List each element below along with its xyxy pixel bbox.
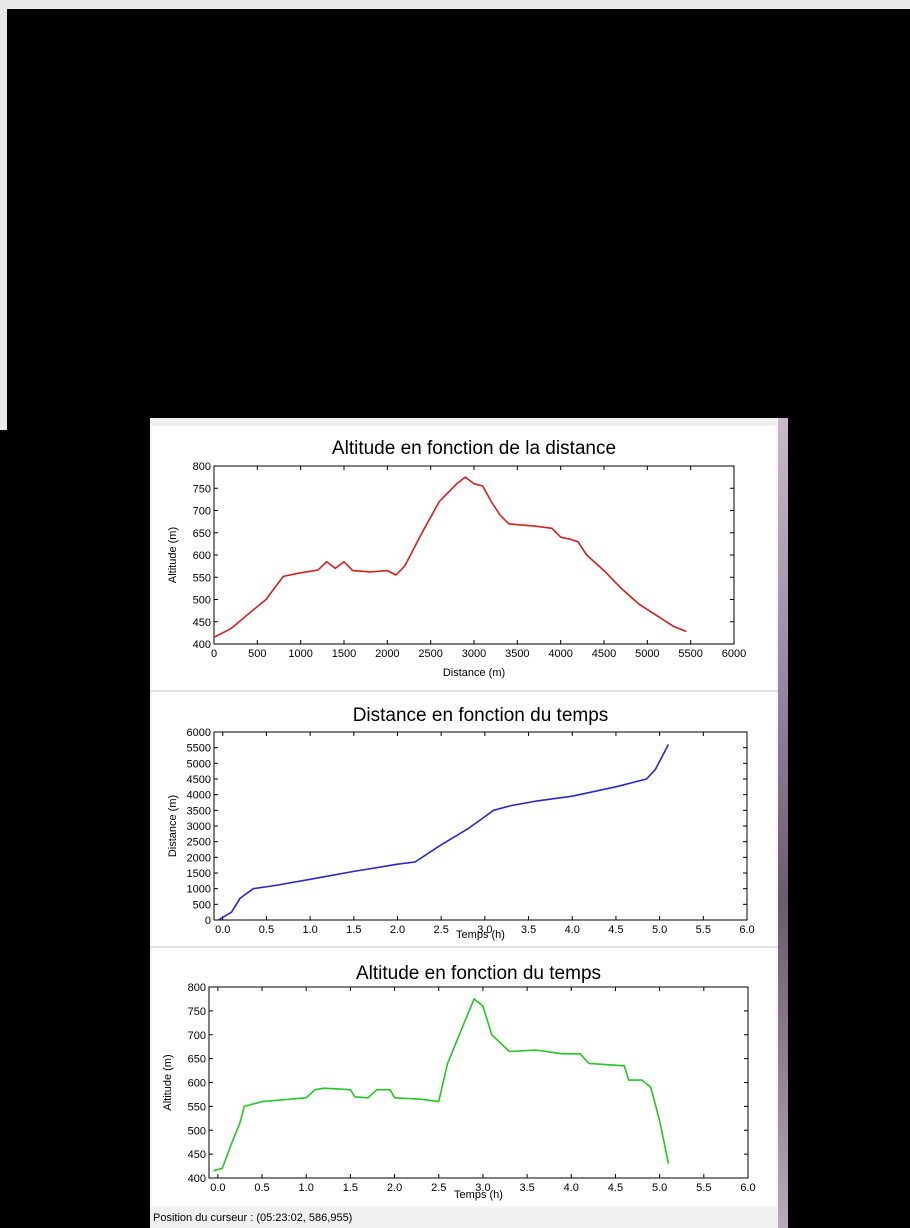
y-tick-label: 400	[193, 639, 211, 651]
x-tick-label: 2.0	[390, 924, 405, 936]
x-tick-label: 6.0	[740, 1182, 755, 1194]
y-tick-label: 3000	[187, 821, 211, 833]
x-tick-label: 5500	[678, 648, 702, 660]
x-tick-label: 1.0	[299, 1182, 314, 1194]
y-tick-label: 750	[188, 1006, 206, 1018]
y-tick-label: 800	[188, 982, 206, 994]
x-tick-label: 1500	[332, 648, 356, 660]
x-tick-label: 2.0	[387, 1182, 402, 1194]
x-tick-label: 0.5	[259, 924, 274, 936]
y-axis-label: Altitude (m)	[162, 1054, 174, 1110]
plot-frame	[213, 465, 735, 645]
x-tick-label: 5.5	[696, 1182, 711, 1194]
left-edge	[0, 0, 7, 430]
y-tick-label: 2500	[187, 837, 211, 849]
x-tick-label: 5.0	[652, 1182, 667, 1194]
y-tick-label: 550	[188, 1101, 206, 1113]
chart-title: Altitude en fonction du temps	[356, 963, 601, 984]
x-tick-label: 0.0	[210, 1182, 225, 1194]
x-tick-label: 4000	[548, 648, 572, 660]
x-tick-label: 5.5	[696, 924, 711, 936]
y-tick-label: 3500	[187, 805, 211, 817]
y-tick-label: 1000	[187, 884, 211, 896]
chart-panel-altitude-time: Altitude en fonction du temps 0.0 0.5 1.0 1.…	[152, 948, 776, 1206]
x-tick-label: 3.5	[521, 924, 536, 936]
x-tick-label: 4.0	[564, 1182, 579, 1194]
x-tick-label: 3.0	[475, 1182, 490, 1194]
x-tick-label: 6000	[722, 648, 746, 660]
x-tick-label: 3.5	[519, 1182, 534, 1194]
panel-divider	[150, 946, 778, 948]
x-tick-label: 1.0	[302, 924, 317, 936]
x-tick-label: 0.0	[215, 924, 230, 936]
y-tick-label: 4500	[187, 774, 211, 786]
x-tick-label: 4.5	[608, 924, 623, 936]
series-line	[213, 476, 687, 639]
x-tick-label: 2000	[375, 648, 399, 660]
chart-panel-altitude-distance: Altitude en fonction de la distance 0 500 1…	[152, 426, 776, 690]
y-axis-label: Distance (m)	[167, 795, 179, 857]
y-tick-label: 400	[188, 1173, 206, 1185]
background-map-edge	[778, 418, 788, 1228]
series-line	[217, 744, 670, 921]
status-bar-cursor-position: Position du curseur : (05:23:02, 586,955…	[150, 1208, 778, 1228]
x-tick-label: 4.5	[608, 1182, 623, 1194]
x-tick-label: 0	[211, 648, 217, 660]
profile-window: Altitude en fonction de la distance 0 500 1…	[150, 418, 778, 1228]
y-tick-label: 500	[193, 595, 211, 607]
plot-frame	[208, 986, 749, 1179]
x-tick-label: 4.0	[565, 924, 580, 936]
plot-frame	[213, 731, 748, 921]
x-tick-label: 2500	[418, 648, 442, 660]
chart-title: Altitude en fonction de la distance	[332, 438, 616, 459]
x-axis-label: Distance (m)	[443, 667, 505, 679]
series-line	[213, 998, 670, 1172]
y-tick-label: 450	[188, 1149, 206, 1161]
chart-title: Distance en fonction du temps	[353, 705, 609, 726]
x-tick-label: 2.5	[434, 924, 449, 936]
y-tick-label: 5500	[187, 743, 211, 755]
chart-altitude-time: Altitude en fonction du temps 0.0 0.5 1.0 1.…	[162, 963, 756, 1201]
x-tick-label: 1.5	[346, 924, 361, 936]
y-tick-label: 600	[188, 1078, 206, 1090]
y-tick-label: 700	[188, 1030, 206, 1042]
top-strip	[0, 0, 910, 9]
window-top-clip	[150, 418, 778, 426]
x-tick-label: 3000	[462, 648, 486, 660]
x-axis-label: Temps (h)	[454, 1189, 503, 1201]
y-tick-label: 6000	[187, 727, 211, 739]
y-tick-label: 600	[193, 550, 211, 562]
y-tick-label: 5000	[187, 758, 211, 770]
y-tick-label: 650	[193, 528, 211, 540]
x-tick-label: 4500	[592, 648, 616, 660]
y-tick-label: 700	[193, 506, 211, 518]
x-tick-label: 3500	[505, 648, 529, 660]
chart-panel-distance-time: Distance en fonction du temps 0.0 0.5 1.0 1.…	[152, 692, 776, 946]
panel-divider	[150, 690, 778, 692]
x-tick-label: 500	[248, 648, 266, 660]
x-tick-label: 1.5	[343, 1182, 358, 1194]
y-tick-label: 500	[188, 1125, 206, 1137]
x-tick-label: 6.0	[739, 924, 754, 936]
x-tick-label: 0.5	[254, 1182, 269, 1194]
chart-distance-time: Distance en fonction du temps 0.0 0.5 1.0 1.…	[167, 705, 755, 941]
y-tick-label: 2000	[187, 852, 211, 864]
y-tick-label: 500	[193, 899, 211, 911]
y-axis-label: Altitude (m)	[167, 527, 179, 583]
y-tick-label: 1500	[187, 868, 211, 880]
x-tick-label: 3.0	[477, 924, 492, 936]
x-tick-label: 5.0	[652, 924, 667, 936]
y-tick-label: 800	[193, 461, 211, 473]
chart-altitude-distance: Altitude en fonction de la distance 0 500 1…	[167, 438, 746, 679]
y-tick-label: 450	[193, 617, 211, 629]
y-tick-label: 0	[205, 915, 211, 927]
y-tick-label: 650	[188, 1054, 206, 1066]
x-tick-label: 2.5	[431, 1182, 446, 1194]
y-tick-label: 550	[193, 572, 211, 584]
y-tick-label: 4000	[187, 790, 211, 802]
x-tick-label: 1000	[288, 648, 312, 660]
y-tick-label: 750	[193, 483, 211, 495]
x-tick-label: 5000	[635, 648, 659, 660]
x-axis-label: Temps (h)	[456, 929, 505, 941]
